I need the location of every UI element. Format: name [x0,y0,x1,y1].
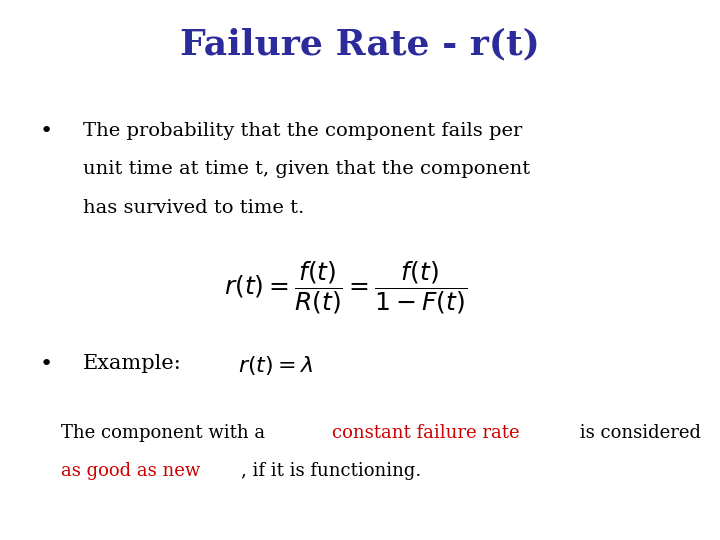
Text: , if it is functioning.: , if it is functioning. [241,462,421,480]
Text: is considered: is considered [574,424,701,442]
Text: Example:: Example: [83,354,181,373]
Text: as good as new: as good as new [61,462,200,480]
Text: The probability that the component fails per: The probability that the component fails… [83,122,522,139]
Text: •: • [40,122,53,141]
Text: constant failure rate: constant failure rate [332,424,520,442]
Text: $r(t) = \lambda$: $r(t) = \lambda$ [238,354,313,377]
Text: The component with a: The component with a [61,424,271,442]
Text: $r(t) = \dfrac{f(t)}{R(t)} = \dfrac{f(t)}{1-F(t)}$: $r(t) = \dfrac{f(t)}{R(t)} = \dfrac{f(t)… [224,259,467,316]
Text: •: • [40,354,53,374]
Text: Failure Rate - r(t): Failure Rate - r(t) [180,27,540,61]
Text: unit time at time t, given that the component: unit time at time t, given that the comp… [83,160,530,178]
Text: has survived to time t.: has survived to time t. [83,199,304,217]
